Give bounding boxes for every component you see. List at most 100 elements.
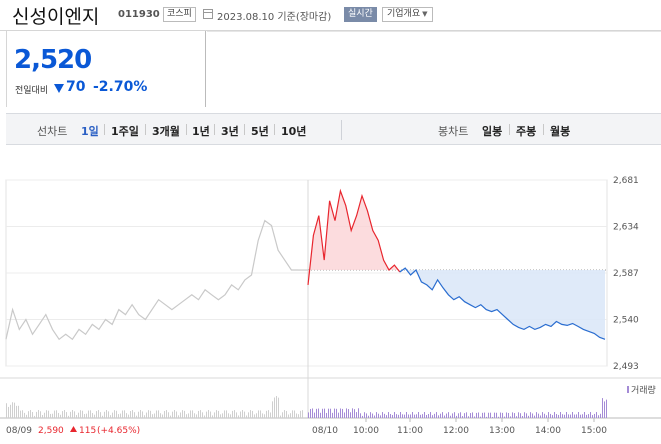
tab-monthly[interactable]: 월봉 [550, 125, 571, 138]
tab-separator [214, 124, 215, 135]
prev-volume-bar [14, 402, 15, 418]
prev-pct-label: (+4.65%) [97, 426, 140, 436]
tab-separator [186, 124, 187, 135]
prev-volume-bar [198, 410, 199, 418]
today-volume-bar [418, 412, 419, 418]
today-volume-bar [464, 413, 465, 418]
today-volume-bar [524, 412, 525, 418]
x-tick-label: 10:00 [353, 426, 379, 436]
prev-volume-bar [196, 414, 197, 418]
price-panel: 2,520 전일대비 70 -2.70% [6, 31, 206, 107]
today-volume-bar [522, 416, 523, 418]
line-chart-label: 선차트 [37, 125, 68, 138]
prev-volume-bar [110, 415, 111, 418]
prev-volume-bar [284, 410, 285, 418]
tab-1d[interactable]: 1일 [81, 125, 99, 138]
prev-volume-bar [148, 410, 149, 418]
x-axis: 10:00 11:00 12:00 13:00 14:00 15:00 [353, 418, 607, 436]
company-info-dropdown[interactable]: 기업개요 ▼ [382, 7, 433, 22]
prev-volume-bar [282, 412, 283, 418]
prev-date-label: 08/09 [6, 426, 32, 436]
prev-volume-bar [52, 413, 53, 418]
today-date-label: 08/10 [312, 426, 338, 436]
prev-volume-bar [60, 414, 61, 418]
prev-volume-bar [130, 411, 131, 418]
prev-volume-bar [48, 410, 49, 418]
today-volume-bar [470, 413, 471, 418]
today-volume-bar [534, 415, 535, 418]
tab-1y[interactable]: 1년 [192, 125, 210, 138]
x-tick-label: 12:00 [443, 426, 469, 436]
today-volume-bar [598, 415, 599, 418]
prev-volume-bar [188, 413, 189, 418]
prev-volume-bar [152, 414, 153, 418]
today-volume-bar [590, 412, 591, 418]
tab-weekly[interactable]: 주봉 [516, 125, 537, 138]
prev-volume-bar [278, 397, 279, 418]
prev-volume-bar [300, 410, 301, 418]
prev-volume-bar [116, 410, 117, 418]
today-volume-bar [568, 414, 569, 418]
tab-5y[interactable]: 5년 [251, 125, 269, 138]
prev-volume-bar [136, 415, 137, 418]
tab-3y[interactable]: 3년 [221, 125, 239, 138]
today-volume-bar [468, 416, 469, 418]
today-down-line [399, 267, 606, 340]
prev-volume-bar [100, 412, 101, 418]
today-volume-bar [356, 412, 357, 418]
prev-volume-bar [68, 415, 69, 418]
prev-volume-bar [34, 415, 35, 418]
today-volume-bar [554, 412, 555, 418]
today-volume-bar [556, 414, 557, 418]
prev-volume-bar [40, 411, 41, 418]
today-volume-bar [388, 412, 389, 418]
tab-separator [244, 124, 245, 135]
prev-volume-bar [236, 412, 237, 418]
prev-volume-bar [122, 410, 123, 418]
tab-10y[interactable]: 10년 [281, 125, 307, 138]
today-volume-bar [316, 408, 317, 418]
today-volume-bar [512, 412, 513, 418]
prev-volume-bar [26, 414, 27, 418]
today-volume-bar [562, 414, 563, 418]
today-volume-bar [382, 412, 383, 418]
today-volume-bar [518, 412, 519, 418]
today-volume-bar [480, 416, 481, 418]
tab-1w[interactable]: 1주일 [111, 125, 139, 138]
today-volume-bar [604, 401, 605, 418]
prev-volume-bar [74, 411, 75, 418]
prev-volume-bar [260, 410, 261, 418]
prev-volume-bar [22, 410, 23, 418]
prev-volume-bar [180, 412, 181, 418]
today-volume-bar [532, 413, 533, 418]
prev-volume-bar [146, 412, 147, 418]
today-volume-bar [442, 412, 443, 418]
today-volume-bar [588, 414, 589, 418]
prev-volume-bar [106, 410, 107, 418]
today-volume-bar [478, 412, 479, 418]
prev-volume-bar [302, 410, 303, 418]
tab-daily[interactable]: 일봉 [482, 125, 503, 138]
prev-volume-bar [244, 411, 245, 418]
stock-header: 신성이엔지 011930 코스피 2023.08.10 기준(장마감) 실시간 … [0, 0, 661, 31]
diff-label: 전일대비 [15, 86, 49, 96]
realtime-button[interactable]: 실시간 [344, 7, 377, 22]
today-volume-bar [540, 415, 541, 418]
today-volume-bar [552, 415, 553, 418]
prev-volume-bar [216, 410, 217, 418]
today-volume-bar [372, 413, 373, 418]
today-volume-bar [514, 413, 515, 418]
today-volume-bar [440, 413, 441, 418]
prev-volume-bar [294, 410, 295, 418]
chevron-down-icon: ▼ [422, 10, 428, 18]
prev-volume-bar [66, 412, 67, 418]
today-volume-bar [528, 415, 529, 418]
tab-3m[interactable]: 3개월 [152, 125, 180, 138]
today-volume-bar [364, 412, 365, 418]
today-volume-bar [460, 412, 461, 418]
today-volume-bar [328, 408, 329, 418]
today-volume-bar [580, 414, 581, 418]
today-volume-bar [348, 409, 349, 418]
today-volume-bar [500, 412, 501, 418]
prev-volume-bar [96, 411, 97, 418]
